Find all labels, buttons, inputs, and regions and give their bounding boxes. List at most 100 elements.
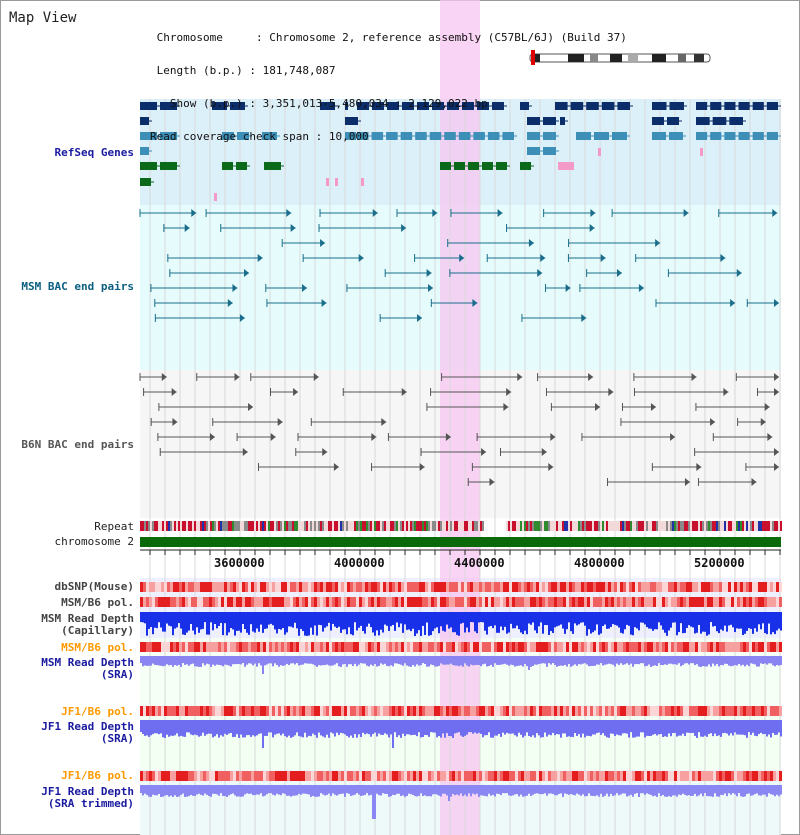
msm-cap-depth-bar <box>182 612 184 635</box>
msm-cap-depth-bar <box>780 612 782 631</box>
msm-b6-pol2-strip <box>776 642 779 652</box>
msm-sra-depth-bar <box>162 656 164 667</box>
msm-b6-pol2-strip <box>164 642 167 652</box>
msm-sra-depth-bar <box>158 656 160 666</box>
jf1-b6-pol2-strip <box>461 771 464 781</box>
jf1-b6-pol-strip <box>209 706 212 716</box>
msm-b6-pol2-strip <box>611 642 614 652</box>
chromosome-label[interactable]: chromosome 2 <box>54 535 134 548</box>
dbsnp-strip <box>584 582 587 592</box>
jf1-b6-pol-strip <box>734 706 737 716</box>
jf1-trim-depth-bar <box>214 785 216 794</box>
msm-sra-depth-bar <box>504 656 506 664</box>
msm-sra-depth-bar <box>144 656 146 666</box>
msm-depth-sra-line2: (SRA) <box>100 668 134 681</box>
repeat-element <box>218 521 220 531</box>
msm-bac-pair-arrow <box>581 314 587 322</box>
msm-sra-depth-bar <box>708 656 710 665</box>
msm-sra-depth-bar <box>258 656 260 664</box>
msm-sra-depth-bar <box>442 656 444 665</box>
jf1-b6-pol2-label[interactable]: JF1/B6 pol. <box>61 769 134 782</box>
msm-b6-pol-strip <box>437 597 440 607</box>
jf1-trim-depth-bar <box>436 785 438 795</box>
repeat-element <box>348 521 350 531</box>
msm-depth-sra-label[interactable]: MSM Read Depth (SRA) <box>41 657 134 681</box>
jf1-b6-pol-strip <box>680 706 683 716</box>
msm-b6-pol-strip <box>185 597 188 607</box>
msm-b6-pol-strip <box>416 597 419 607</box>
dbsnp-label[interactable]: dbSNP(Mouse) <box>54 580 134 593</box>
jf1-b6-pol2-strip <box>416 771 419 781</box>
jf1-b6-pol2-strip <box>572 771 575 781</box>
jf1-b6-pol-strip <box>395 706 398 716</box>
dbsnp-strip <box>278 582 281 592</box>
msm-sra-depth-bar <box>706 656 708 667</box>
msm-b6-pol-strip <box>593 597 596 607</box>
msm-bac-pair-arrow <box>257 254 263 262</box>
msm-cap-depth-bar <box>324 612 326 628</box>
repeat-element <box>624 521 626 531</box>
msm-sra-depth-bar <box>214 656 216 666</box>
jf1-trim-depth-bar <box>326 785 328 795</box>
msm-cap-depth-bar <box>304 612 306 636</box>
jf1-sra-depth-bar <box>564 720 566 734</box>
jf1-trim-depth-bar <box>610 785 612 794</box>
msm-cap-depth-bar <box>156 612 158 629</box>
jf1-b6-pol2-strip <box>692 771 695 781</box>
jf1-trim-depth-bar <box>684 785 686 795</box>
jf1-b6-pol-strip <box>401 706 404 716</box>
refseq-genes-label[interactable]: RefSeq Genes <box>54 146 134 159</box>
b6n-bac-label[interactable]: B6N BAC end pairs <box>21 438 134 451</box>
msm-b6-pol2-strip <box>701 642 704 652</box>
jf1-depth-sra-label[interactable]: JF1 Read Depth (SRA) <box>41 721 134 745</box>
jf1-trim-depth-bar <box>568 785 570 795</box>
msm-depth-cap-label[interactable]: MSM Read Depth (Capillary) <box>41 613 134 637</box>
msm-b6-pol-strip <box>773 597 776 607</box>
dbsnp-strip <box>548 582 551 592</box>
msm-b6-pol-label[interactable]: MSM/B6 pol. <box>61 596 134 609</box>
jf1-trim-depth-bar <box>560 785 562 794</box>
jf1-trim-depth-bar <box>312 785 314 796</box>
gene-exon <box>487 132 500 140</box>
msm-b6-pol2-label[interactable]: MSM/B6 pol. <box>61 641 134 654</box>
dbsnp-strip <box>779 582 782 592</box>
jf1-sra-depth-bar <box>452 720 454 738</box>
jf1-b6-pol2-strip <box>749 771 752 781</box>
ideogram-band <box>568 54 584 62</box>
msm-bac-label[interactable]: MSM BAC end pairs <box>21 280 134 293</box>
jf1-sra-depth-bar <box>454 720 456 734</box>
jf1-sra-depth-bar <box>744 720 746 736</box>
repeat-label[interactable]: Repeat <box>94 520 134 533</box>
dbsnp-strip <box>182 582 185 592</box>
repeat-element <box>332 521 334 531</box>
jf1-sra-depth-bar <box>304 720 306 733</box>
repeat-element <box>596 521 598 531</box>
msm-sra-depth-bar <box>298 656 300 666</box>
jf1-sra-depth-bar <box>502 720 504 733</box>
jf1-sra-depth-bar <box>680 720 682 736</box>
msm-b6-pol2-strip <box>653 642 656 652</box>
jf1-b6-pol2-strip <box>140 771 143 781</box>
jf1-b6-pol2-strip <box>362 771 365 781</box>
msm-sra-depth-bar <box>188 656 190 666</box>
msm-b6-pol2-strip <box>359 642 362 652</box>
jf1-depth-trim-label[interactable]: JF1 Read Depth (SRA trimmed) <box>41 786 134 810</box>
dbsnp-strip <box>185 582 188 592</box>
msm-sra-depth-bar <box>528 656 530 670</box>
msm-cap-depth-bar <box>592 612 594 633</box>
jf1-trim-depth-bar <box>692 785 694 796</box>
dbsnp-strip <box>644 582 647 592</box>
dbsnp-strip <box>752 582 755 592</box>
msm-sra-depth-bar <box>544 656 546 664</box>
msm-sra-depth-bar <box>760 656 762 664</box>
jf1-b6-pol-label[interactable]: JF1/B6 pol. <box>61 705 134 718</box>
msm-bac-pair-arrow <box>239 314 245 322</box>
jf1-b6-pol-strip <box>779 706 782 716</box>
dbsnp-strip <box>356 582 359 592</box>
msm-sra-depth-bar <box>778 656 780 666</box>
jf1-sra-depth-bar <box>150 720 152 736</box>
msm-b6-pol-strip <box>329 597 332 607</box>
jf1-b6-pol2-strip <box>323 771 326 781</box>
repeat-element <box>552 521 554 531</box>
